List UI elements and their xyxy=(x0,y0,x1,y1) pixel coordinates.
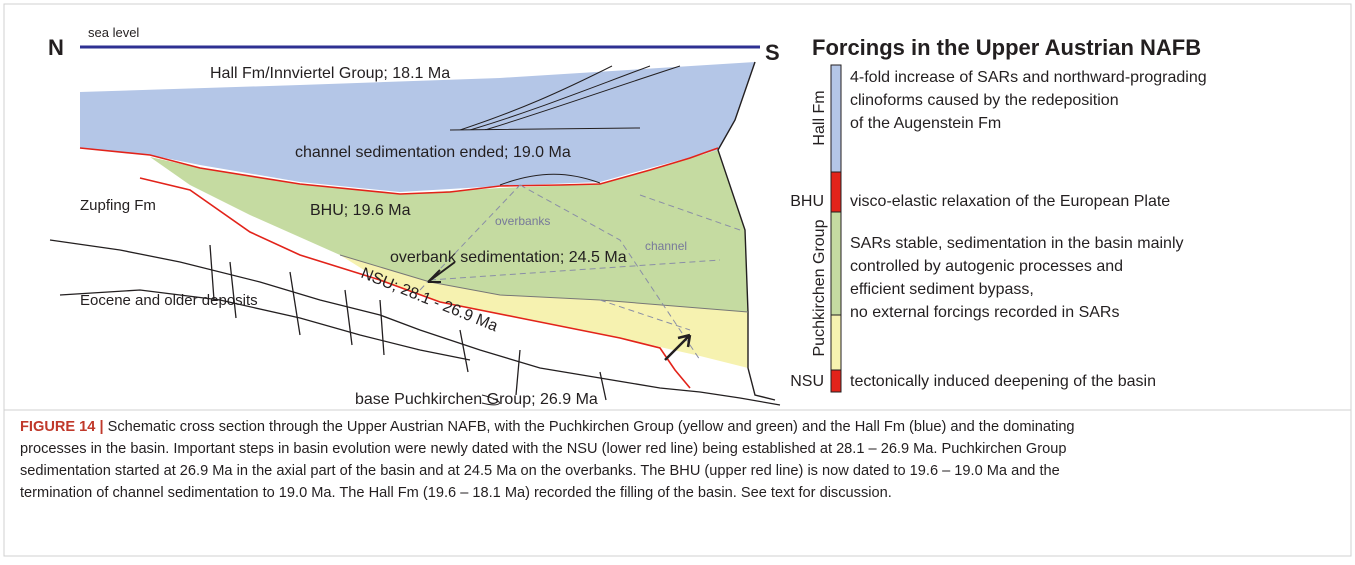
nsu-line xyxy=(139,177,691,389)
cross-section xyxy=(49,45,781,406)
caption-text: Schematic cross section through the Uppe… xyxy=(108,419,1075,435)
eocene-label: Eocene and older deposits xyxy=(80,292,258,309)
caption-text: processes in the basin. Important steps … xyxy=(20,441,1066,457)
hall-bar xyxy=(830,64,842,173)
caption-line: processes in the basin. Important steps … xyxy=(20,441,1066,457)
overbank-arrow xyxy=(427,261,456,283)
base-leader xyxy=(481,394,500,406)
caption-text: sedimentation started at 26.9 Ma in the … xyxy=(20,463,1060,479)
caption-label: FIGURE 14 | xyxy=(20,419,104,435)
caption-line: sedimentation started at 26.9 Ma in the … xyxy=(20,463,1060,479)
base-arrow xyxy=(664,333,692,361)
unit-name: Hall Fm xyxy=(811,90,828,145)
deposit-line xyxy=(59,289,471,361)
overbank-sedimentation-label: overbank sedimentation; 24.5 Ma xyxy=(390,249,627,266)
north-label: N xyxy=(48,35,64,60)
legend-title: Forcings in the Upper Austrian NAFB xyxy=(812,35,1201,60)
unit-description: tectonically induced deepening of the ba… xyxy=(850,373,1156,390)
unit-description: 4-fold increase of SARs and northward-pr… xyxy=(850,69,1207,86)
unit-name: BHU xyxy=(790,193,824,210)
caption-line: termination of channel sedimentation to … xyxy=(20,485,892,501)
bhu-label: BHU; 19.6 Ma xyxy=(310,202,411,219)
channel-label: channel xyxy=(645,239,687,253)
green-yellow-boundary xyxy=(339,254,749,313)
base-puchkirchen-label: base Puchkirchen Group; 26.9 Ma xyxy=(355,391,598,408)
faults xyxy=(209,244,607,401)
puchkirchen-green-area xyxy=(150,150,748,312)
deposit-line xyxy=(49,239,781,406)
channel-paths xyxy=(419,184,741,361)
caption: FIGURE 14 | Schematic cross section thro… xyxy=(20,419,1075,501)
unit-name: Puchkirchen Group xyxy=(811,219,828,356)
overbanks-label: overbanks xyxy=(495,214,550,228)
sea-level-label: sea level xyxy=(88,25,139,40)
nsu-bar xyxy=(830,369,842,393)
unit-description: efficient sediment bypass, xyxy=(850,281,1034,298)
channel-ended-label: channel sedimentation ended; 19.0 Ma xyxy=(295,144,571,161)
puchkirchen-yellow-bar xyxy=(830,314,842,371)
bhu-bar xyxy=(830,171,842,213)
puchkirchen-green-bar xyxy=(830,211,842,316)
caption-line: FIGURE 14 | Schematic cross section thro… xyxy=(20,419,1075,435)
descriptions: 4-fold increase of SARs and northward-pr… xyxy=(850,69,1207,390)
caption-text: termination of channel sedimentation to … xyxy=(20,485,892,501)
hall-label: Hall Fm/Innviertel Group; 18.1 Ma xyxy=(210,65,450,82)
clinoforms xyxy=(449,65,681,131)
unit-description: visco-elastic relaxation of the European… xyxy=(850,193,1170,210)
unit-name: NSU xyxy=(790,373,824,390)
zupfing-label: Zupfing Fm xyxy=(80,197,156,214)
puchkirchen-yellow-area xyxy=(340,255,748,368)
basin-margin xyxy=(717,61,776,401)
channel-outline xyxy=(499,173,601,186)
hall-fm-area xyxy=(80,62,755,192)
unit-description: controlled by autogenic processes and xyxy=(850,258,1123,275)
unit-description: SARs stable, sedimentation in the basin … xyxy=(850,235,1184,252)
south-label: S xyxy=(765,40,780,65)
unit-description: no external forcings recorded in SARs xyxy=(850,304,1119,321)
unit-description: clinoforms caused by the redeposition xyxy=(850,92,1119,109)
unit-description: of the Augenstein Fm xyxy=(850,115,1001,132)
bhu-line xyxy=(79,147,719,195)
